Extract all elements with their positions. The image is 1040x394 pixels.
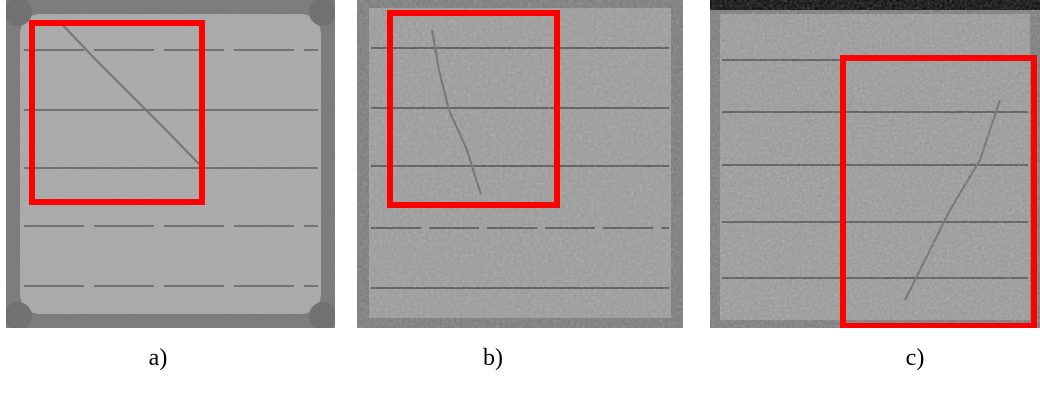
caption-b: b) [483, 345, 503, 371]
solar-cell-image-a [6, 0, 335, 328]
caption-c: c) [905, 345, 925, 371]
solar-cell-image-c [710, 0, 1040, 328]
highlight-box [387, 10, 560, 208]
highlight-box [29, 20, 205, 205]
solar-cell-image-b [357, 0, 683, 328]
highlight-box [840, 55, 1037, 328]
panel-a [6, 0, 335, 328]
panel-b [357, 0, 683, 328]
panel-c [710, 0, 1040, 328]
caption-a: a) [148, 345, 168, 371]
